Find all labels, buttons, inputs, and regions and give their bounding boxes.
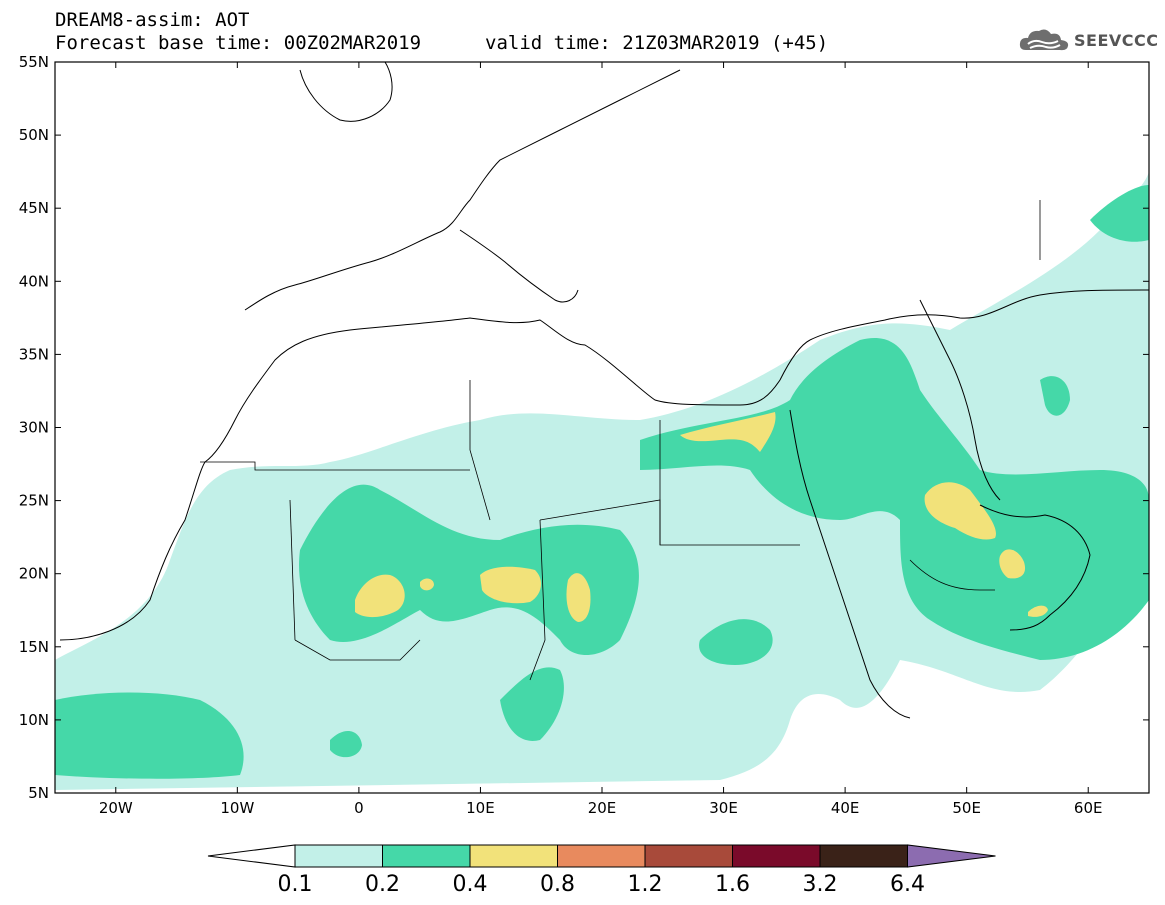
lat-tick-label: 45N xyxy=(19,199,49,217)
chart-title-product: DREAM8-assim: AOT xyxy=(55,9,250,31)
colorbar-label: 0.2 xyxy=(365,872,400,897)
lat-tick-label: 50N xyxy=(19,126,49,144)
colorbar-bin xyxy=(382,844,471,868)
lat-tick-label: 25N xyxy=(19,492,49,510)
colorbar-bin xyxy=(557,844,646,868)
lon-tick-label: 30E xyxy=(709,799,738,817)
forecast-base-time: Forecast base time: 00Z02MAR2019 xyxy=(55,32,422,54)
lon-tick-label: 10W xyxy=(220,799,254,817)
country-borders xyxy=(200,200,1041,681)
colorbar-label: 1.6 xyxy=(715,872,750,897)
aot-band-high xyxy=(355,412,1048,622)
logo-text: SEEVCCC xyxy=(1074,30,1159,50)
cloud-icon xyxy=(1019,29,1069,51)
colorbar-under-arrow xyxy=(207,844,296,868)
lon-tick-label: 60E xyxy=(1074,799,1103,817)
lat-tick-label: 30N xyxy=(19,419,49,437)
colorbar-label: 0.1 xyxy=(278,872,313,897)
colorbar-bin xyxy=(469,844,558,868)
colorbar-bin xyxy=(732,844,821,868)
lat-tick-label: 20N xyxy=(19,565,49,583)
lon-tick-label: 0 xyxy=(354,799,364,817)
colorbar-bin xyxy=(819,844,908,868)
colorbar: 0.1 0.2 0.4 0.8 1.2 1.6 3.2 6.4 xyxy=(207,844,996,897)
seevccc-logo: SEEVCCC xyxy=(1018,26,1159,54)
colorbar-bin xyxy=(644,844,733,868)
coastlines xyxy=(59,62,1149,719)
colorbar-label: 0.8 xyxy=(540,872,575,897)
latitude-axis: 5N 10N 15N 20N 25N 30N 35N 40N 45N 50N 55N xyxy=(19,53,1149,802)
lat-tick-label: 10N xyxy=(19,711,49,729)
lon-tick-label: 50E xyxy=(952,799,981,817)
colorbar-label: 0.4 xyxy=(453,872,488,897)
valid-time: valid time: 21Z03MAR2019 (+45) xyxy=(485,32,829,54)
lon-tick-label: 40E xyxy=(831,799,860,817)
lon-tick-label: 20W xyxy=(99,799,133,817)
lat-tick-label: 40N xyxy=(19,272,49,290)
aot-field xyxy=(55,170,1149,790)
lat-tick-label: 55N xyxy=(19,53,49,71)
colorbar-label: 3.2 xyxy=(803,872,838,897)
lat-tick-label: 35N xyxy=(19,345,49,363)
colorbar-label: 1.2 xyxy=(628,872,663,897)
lat-tick-label: 5N xyxy=(28,784,49,802)
colorbar-label: 6.4 xyxy=(890,872,925,897)
longitude-axis: 20W 10W 0 10E 20E 30E 40E 50E 60E xyxy=(99,62,1103,817)
colorbar-over-arrow xyxy=(907,844,996,868)
lon-tick-label: 10E xyxy=(466,799,495,817)
colorbar-bin xyxy=(294,844,383,868)
lat-tick-label: 15N xyxy=(19,638,49,656)
lon-tick-label: 20E xyxy=(588,799,617,817)
